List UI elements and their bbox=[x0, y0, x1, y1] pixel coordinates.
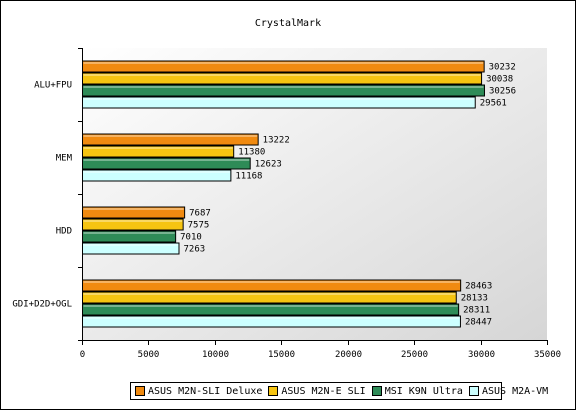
legend-label: ASUS M2N-E SLI bbox=[281, 385, 366, 397]
x-tick-label: 20000 bbox=[335, 350, 362, 360]
data-label: 30256 bbox=[489, 87, 516, 97]
legend-item: ASUS M2N-SLI Deluxe bbox=[135, 386, 262, 397]
bar-highlight bbox=[83, 74, 481, 76]
legend-label: ASUS M2A-VM bbox=[481, 385, 549, 397]
category-label: GDI+D2D+OGL bbox=[12, 300, 72, 310]
data-label: 7687 bbox=[189, 209, 211, 219]
legend-item: MSI K9N Ultra bbox=[371, 385, 463, 397]
bar-highlight bbox=[83, 293, 456, 295]
data-label: 28447 bbox=[465, 318, 492, 328]
legend-swatch bbox=[268, 386, 279, 396]
data-label: 7010 bbox=[180, 233, 202, 243]
legend-swatch bbox=[135, 386, 145, 396]
x-tick-label: 0 bbox=[80, 350, 85, 360]
data-label: 28133 bbox=[461, 294, 488, 304]
category-label: HDD bbox=[56, 227, 72, 237]
data-label: 13222 bbox=[263, 136, 290, 146]
legend-label: ASUS M2N-SLI Deluxe bbox=[148, 385, 263, 397]
bar-highlight bbox=[83, 220, 183, 222]
bar-highlight bbox=[83, 62, 484, 64]
bar-highlight bbox=[83, 171, 230, 173]
data-label: 7263 bbox=[183, 245, 205, 255]
bar-highlight bbox=[83, 317, 460, 319]
x-tick-label: 10000 bbox=[202, 350, 229, 360]
bar-highlight bbox=[83, 232, 175, 234]
x-tick-label: 30000 bbox=[468, 350, 495, 360]
bar-highlight bbox=[83, 147, 233, 149]
legend-label: MSI K9N Ultra bbox=[384, 385, 463, 397]
legend-swatch bbox=[468, 386, 479, 396]
data-label: 11380 bbox=[238, 148, 265, 158]
legend: ASUS M2N-SLI Deluxe ASUS M2N-E SLI MSI K9N… bbox=[130, 382, 548, 400]
category-label: ALU+FPU bbox=[34, 81, 72, 91]
legend-swatch bbox=[371, 386, 382, 396]
bar-highlight bbox=[83, 135, 258, 137]
data-label: 7575 bbox=[188, 221, 210, 231]
bar-highlight bbox=[83, 98, 475, 100]
x-tick-label: 35000 bbox=[534, 350, 561, 360]
legend-item: ASUS M2A-VM bbox=[468, 385, 549, 397]
data-label: 11168 bbox=[235, 172, 262, 182]
data-label: 28463 bbox=[465, 282, 492, 292]
category-label: MEM bbox=[56, 154, 73, 164]
x-tick-label: 15000 bbox=[268, 350, 295, 360]
x-tick-label: 25000 bbox=[401, 350, 428, 360]
bar-highlight bbox=[83, 208, 184, 210]
legend-item: ASUS M2N-E SLI bbox=[268, 385, 366, 397]
bar-highlight bbox=[83, 305, 458, 307]
data-label: 29561 bbox=[480, 99, 507, 109]
axes-layer: ALU+FPU MEM HDD GDI+D2D+OGL 0 5000 10000 15000 2… bbox=[12, 48, 561, 360]
x-tick-label: 5000 bbox=[138, 350, 160, 360]
data-label: 28311 bbox=[463, 306, 490, 316]
bar-highlight bbox=[83, 281, 460, 283]
data-label: 12623 bbox=[255, 160, 282, 170]
data-label: 30038 bbox=[486, 75, 513, 85]
bar-highlight bbox=[83, 159, 250, 161]
bar-highlight bbox=[83, 244, 178, 246]
bar-highlight bbox=[83, 86, 484, 88]
data-label: 30232 bbox=[489, 63, 516, 73]
chart-title: CrystalMark bbox=[255, 18, 321, 29]
